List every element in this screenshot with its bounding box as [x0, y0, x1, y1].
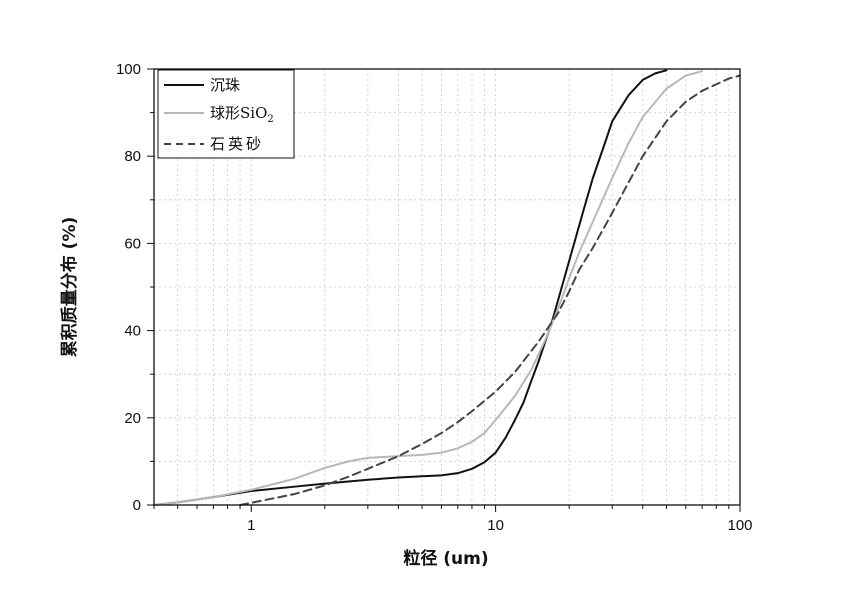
series-line-1	[153, 69, 668, 506]
tick-labels: 1 10 100 0 20 40 60 80 100	[116, 61, 753, 534]
y-axis-title: 累积质量分布 (%)	[59, 217, 80, 358]
y-tick-label: 0	[133, 497, 141, 514]
legend-label-series-2: 球形SiO2	[210, 104, 274, 125]
y-tick-label: 60	[124, 235, 141, 252]
x-tick-label: 10	[487, 517, 504, 534]
series-line-3	[239, 74, 741, 506]
axis-ticks	[147, 68, 741, 512]
x-tick-label: 1	[247, 517, 255, 534]
legend-label-series-3: 石英砂	[210, 135, 264, 153]
y-tick-label: 100	[116, 61, 141, 78]
y-tick-label: 20	[124, 410, 141, 427]
y-tick-label: 80	[124, 148, 141, 165]
series-line-2	[153, 70, 704, 506]
x-axis-title: 粒径 (um)	[403, 548, 488, 569]
legend-label-series-1: 沉珠	[210, 76, 240, 94]
y-tick-label: 40	[124, 323, 141, 340]
x-tick-label: 100	[727, 517, 752, 534]
legend: 沉珠 球形SiO2 石英砂	[157, 69, 295, 159]
series-layer	[153, 69, 741, 506]
